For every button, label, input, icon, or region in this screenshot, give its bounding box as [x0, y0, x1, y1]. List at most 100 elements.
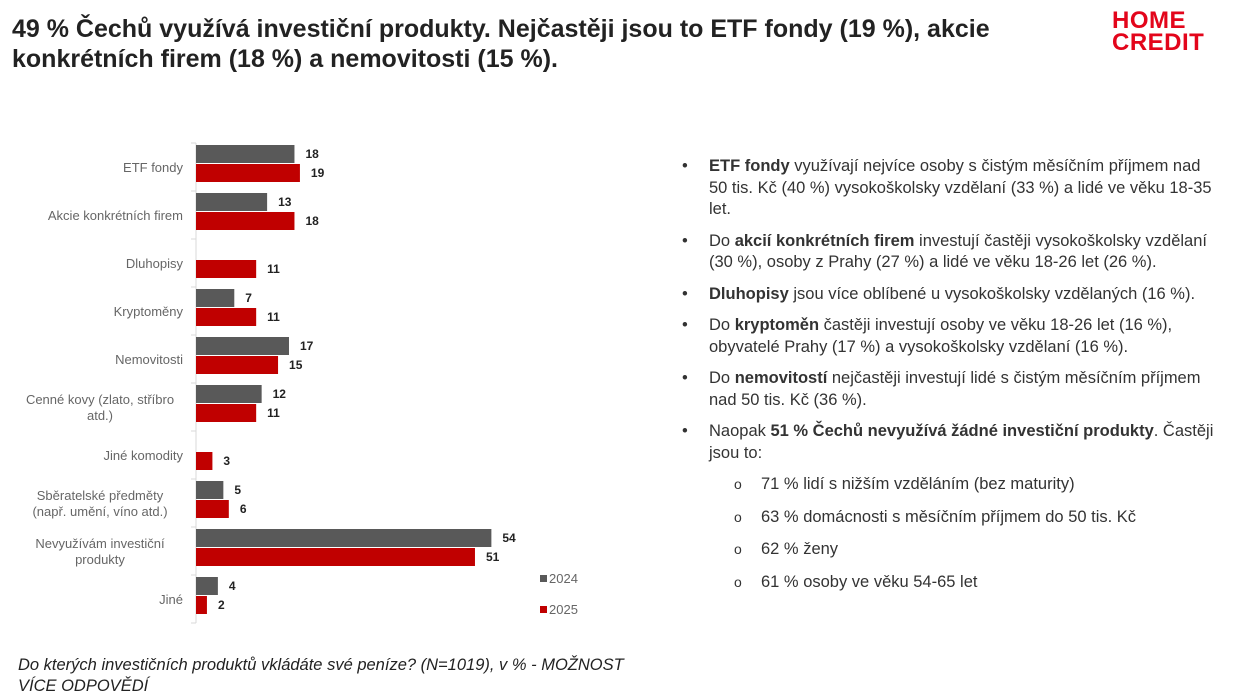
category-label: Cenné kovy (zlato, stříbro: [26, 392, 174, 407]
bullet-icon: •: [682, 157, 688, 175]
bullet-text: Do: [709, 316, 735, 334]
insight-bullet: • Do kryptoměn častěji investují osoby ve…: [682, 315, 1222, 358]
category-label: Akcie konkrétních firem: [48, 208, 183, 223]
bullet-text: jsou více oblíbené u vysokoškolsky vzděl…: [788, 284, 1196, 303]
legend-swatch-2025: [540, 606, 547, 613]
bullet-text: . Častěji jsou to:: [709, 422, 1214, 462]
category-label: Sběratelské předměty: [37, 488, 164, 503]
insight-bullet: • Dluhopisy jsou více oblíbené u vysokošk…: [682, 284, 1222, 306]
category-label: ETF fondy: [123, 160, 183, 175]
bullet-text: častěji investují osoby ve věku 18-26 le…: [709, 316, 1173, 356]
bullet-bold-text: kryptoměn: [734, 316, 820, 334]
legend-swatch-2024: [540, 575, 547, 582]
legend-label-2025: 2025: [549, 602, 578, 617]
sub-bullet: o 62 % ženy: [709, 539, 1222, 561]
bar-2025: [196, 260, 257, 278]
data-label-2024: 7: [245, 291, 252, 305]
circle-bullet-icon: o: [734, 541, 742, 557]
data-label-2025: 3: [223, 454, 230, 468]
data-label-2025: 11: [267, 310, 280, 324]
bar-2024: [196, 385, 262, 403]
bullet-icon: •: [682, 422, 688, 440]
bullet-bold-text: akcií konkrétních firem: [734, 231, 915, 250]
data-label-2024: 17: [300, 339, 314, 353]
bullet-bold-text: nemovitostí: [734, 369, 828, 387]
insight-bullet: • Naopak 51 % Čechů nevyužívá žádné inves…: [682, 421, 1222, 593]
logo-line-1: HOME: [1112, 7, 1186, 34]
bullet-text: Do: [709, 369, 735, 387]
insight-bullet: • Do nemovitostí nejčastěji investují lid…: [682, 368, 1222, 411]
bar-2024: [196, 529, 492, 547]
circle-bullet-icon: o: [734, 476, 742, 492]
data-label-2025: 2: [218, 598, 225, 612]
data-label-2024: 54: [502, 531, 516, 545]
data-label-2024: 4: [229, 579, 236, 593]
circle-bullet-icon: o: [734, 508, 742, 525]
data-label-2024: 18: [305, 147, 319, 161]
sub-bullet-list: o 71 % lidí s nižším vzděláním (bez matur…: [709, 474, 1222, 593]
logo-line-2: CREDIT: [1112, 29, 1205, 56]
bullet-text: Naopak: [709, 422, 771, 440]
bar-2024: [196, 289, 235, 307]
bullet-text: Do: [709, 231, 735, 250]
bar-2025: [196, 212, 295, 230]
insight-bullet: • Do akcií konkrétních firem investují ča…: [682, 231, 1222, 274]
bar-2025: [196, 548, 475, 566]
home-credit-logo: HOME CREDIT: [1112, 7, 1232, 56]
data-label-2025: 15: [289, 358, 303, 372]
bar-2025: [196, 452, 213, 470]
bullet-bold-text: Dluhopisy: [709, 284, 789, 303]
bar-2025: [196, 308, 257, 326]
sub-bullet-text: 63 % domácnosti s měsíčním příjmem do 50…: [761, 507, 1137, 526]
legend-label-2024: 2024: [549, 571, 578, 586]
bullet-bold-text: ETF fondy: [709, 157, 790, 175]
bullet-icon: •: [682, 369, 688, 387]
bar-2024: [196, 577, 218, 595]
data-label-2024: 13: [278, 195, 292, 209]
sub-bullet: o 61 % osoby ve věku 54-65 let: [709, 572, 1222, 594]
page-title: 49 % Čechů využívá investiční produkty. …: [12, 15, 990, 73]
bullet-icon: •: [682, 284, 688, 303]
category-label: (např. umění, víno atd.): [32, 504, 167, 519]
sub-bullet: o 63 % domácnosti s měsíčním příjmem do 5…: [709, 507, 1222, 529]
circle-bullet-icon: o: [734, 573, 742, 590]
sub-bullet-text: 71 % lidí s nižším vzděláním (bez maturi…: [761, 475, 1075, 493]
chart-footnote: Do kterých investičních produktů vkládát…: [18, 656, 624, 695]
bullet-bold-text: 51 % Čechů nevyužívá žádné investiční pr…: [770, 422, 1154, 440]
data-label-2024: 5: [234, 483, 241, 497]
sub-bullet-text: 61 % osoby ve věku 54-65 let: [761, 572, 978, 591]
category-label: Kryptoměny: [114, 304, 184, 319]
bar-2025: [196, 164, 300, 182]
data-label-2025: 18: [305, 214, 319, 228]
bar-2024: [196, 145, 295, 163]
category-label: Nevyužívám investiční: [35, 536, 165, 551]
bar-2024: [196, 481, 224, 499]
sub-bullet-text: 62 % ženy: [761, 540, 839, 558]
bar-2025: [196, 596, 207, 614]
category-label: atd.): [87, 408, 113, 423]
data-label-2025: 19: [311, 166, 325, 180]
insights-list: • ETF fondy využívají nejvíce osoby s čis…: [682, 156, 1222, 604]
data-label-2024: 12: [273, 387, 287, 401]
insight-bullet: • ETF fondy využívají nejvíce osoby s čis…: [682, 156, 1222, 221]
bar-2024: [196, 337, 289, 355]
category-label: Dluhopisy: [126, 256, 184, 271]
bar-2025: [196, 404, 257, 422]
category-label: produkty: [75, 552, 125, 567]
bar-2024: [196, 193, 268, 211]
data-label-2025: 11: [267, 406, 280, 420]
data-label-2025: 6: [240, 502, 247, 516]
bullet-icon: •: [682, 316, 688, 334]
bullet-text: nejčastěji investují lidé s čistým měsíč…: [709, 369, 1201, 409]
category-label: Jiné komodity: [104, 448, 184, 463]
sub-bullet: o 71 % lidí s nižším vzděláním (bez matur…: [709, 474, 1222, 496]
bar-2025: [196, 356, 279, 374]
bullet-icon: •: [682, 231, 688, 250]
bar-2025: [196, 500, 229, 518]
data-label-2025: 11: [267, 262, 280, 276]
bullet-text: investují častěji vysokoškolsky vzdělaní…: [709, 231, 1207, 272]
bullet-text: využívají nejvíce osoby s čistým měsíční…: [709, 157, 1212, 218]
category-label: Jiné: [159, 592, 183, 607]
data-label-2025: 51: [486, 550, 500, 564]
bar-chart: ETF fondy 18 19 Akcie konkrétních firem 13 18…: [26, 142, 578, 624]
